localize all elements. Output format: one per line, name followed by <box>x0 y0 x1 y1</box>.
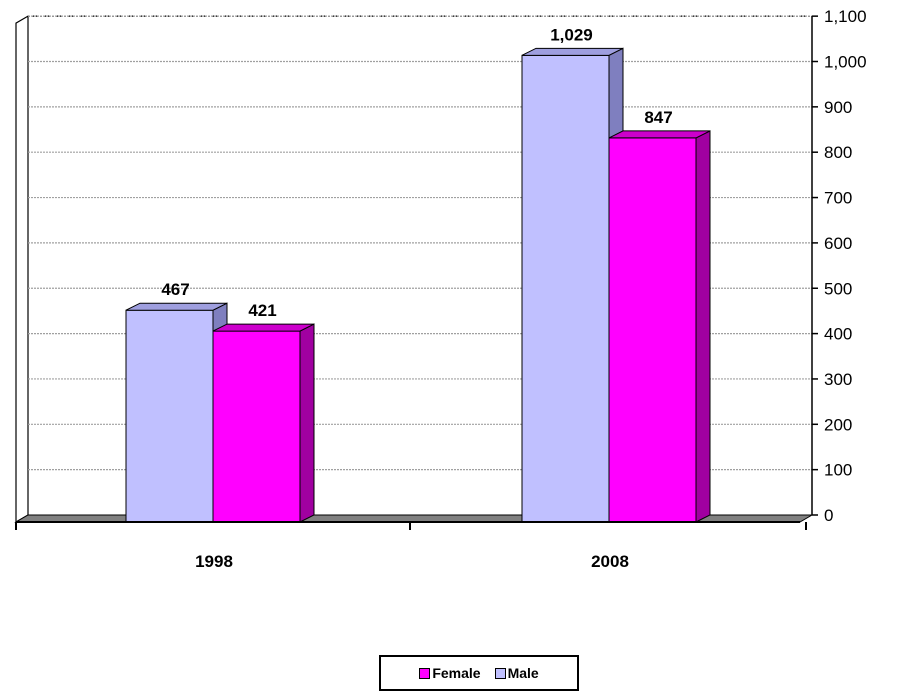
y-tick-label: 100 <box>824 461 852 480</box>
bar-front <box>125 309 214 523</box>
y-tick-label: 1,000 <box>824 53 867 72</box>
bar-front <box>521 54 610 523</box>
y-tick-label: 200 <box>824 415 852 434</box>
data-label: 847 <box>644 108 672 127</box>
bar-top <box>125 302 228 311</box>
bar-male-1998 <box>125 302 228 523</box>
data-labels: 467 421 1,029 847 <box>161 25 672 320</box>
y-tick-label: 600 <box>824 234 852 253</box>
y-tick-label: 400 <box>824 325 852 344</box>
y-tick-label: 300 <box>824 370 852 389</box>
x-tick-label: 1998 <box>195 552 233 571</box>
bar-chart: 467 421 1,029 847 0 100 200 300 400 500 600 700 800… <box>14 7 867 571</box>
left-wall <box>15 15 29 524</box>
legend-label-male: Male <box>507 665 539 681</box>
bars <box>125 47 711 523</box>
y-tick-label: 900 <box>824 98 852 117</box>
legend-item-male: Male <box>494 665 539 681</box>
bar-top <box>212 323 315 332</box>
bar-top <box>608 130 711 139</box>
x-axis: 1998 2008 <box>15 521 807 571</box>
bar-top <box>521 47 624 56</box>
data-label: 467 <box>161 280 189 299</box>
bar-front <box>608 137 697 523</box>
bar-front <box>212 330 301 523</box>
y-tick-label: 700 <box>824 189 852 208</box>
legend-item-female: Female <box>419 665 481 681</box>
data-label: 421 <box>248 301 276 320</box>
x-tick-label: 2008 <box>591 552 629 571</box>
y-tick-label: 0 <box>824 506 833 525</box>
bar-female-2008 <box>608 130 711 523</box>
legend: Female Male <box>379 655 579 691</box>
y-axis: 0 100 200 300 400 500 600 700 800 900 1,000 1,100 <box>811 7 867 525</box>
legend-swatch-male <box>494 667 506 679</box>
legend-swatch-female <box>419 667 431 679</box>
legend-label-female: Female <box>432 665 481 681</box>
y-tick-label: 1,100 <box>824 7 867 26</box>
bar-female-1998 <box>212 323 315 523</box>
y-tick-label: 800 <box>824 143 852 162</box>
y-tick-label: 500 <box>824 279 852 298</box>
bar-side <box>299 323 315 523</box>
bar-side <box>695 130 711 523</box>
bar-male-2008 <box>521 47 624 523</box>
data-label: 1,029 <box>550 25 593 44</box>
